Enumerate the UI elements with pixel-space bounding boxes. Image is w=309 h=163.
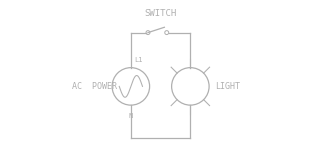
Text: SWITCH: SWITCH [144, 9, 176, 18]
Text: AC  POWER: AC POWER [72, 82, 117, 91]
Text: N: N [129, 113, 133, 119]
Text: LIGHT: LIGHT [216, 82, 241, 91]
Text: L1: L1 [134, 57, 143, 63]
